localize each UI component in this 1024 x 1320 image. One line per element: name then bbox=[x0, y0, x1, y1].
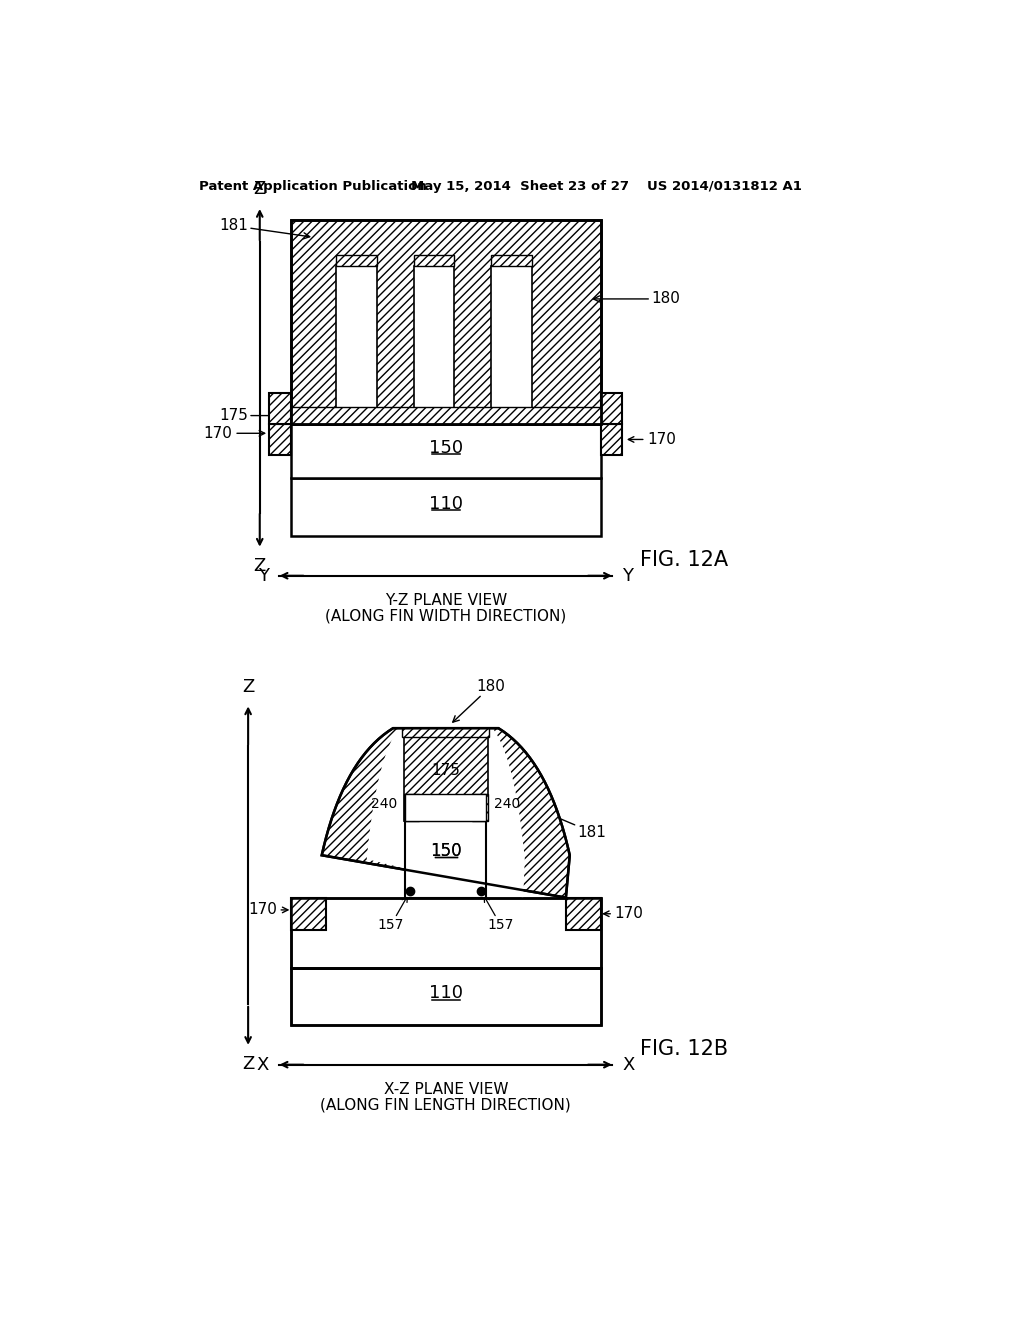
Bar bbox=[291, 478, 601, 536]
Text: Z: Z bbox=[242, 678, 254, 696]
Text: May 15, 2014  Sheet 23 of 27: May 15, 2014 Sheet 23 of 27 bbox=[411, 180, 629, 193]
Text: 157: 157 bbox=[484, 896, 514, 932]
Text: Y: Y bbox=[623, 566, 634, 585]
Text: 181: 181 bbox=[551, 814, 606, 840]
Text: Z: Z bbox=[254, 557, 266, 576]
Text: 170: 170 bbox=[204, 426, 232, 441]
Text: 240: 240 bbox=[494, 797, 520, 810]
Text: (ALONG FIN WIDTH DIRECTION): (ALONG FIN WIDTH DIRECTION) bbox=[326, 609, 566, 623]
Bar bbox=[291, 969, 601, 1024]
Polygon shape bbox=[322, 729, 569, 898]
Bar bbox=[414, 255, 455, 267]
Text: X: X bbox=[623, 1056, 635, 1073]
Bar bbox=[566, 898, 601, 929]
Polygon shape bbox=[367, 730, 524, 898]
Text: 157: 157 bbox=[378, 896, 408, 932]
Text: (ALONG FIN LENGTH DIRECTION): (ALONG FIN LENGTH DIRECTION) bbox=[321, 1097, 571, 1111]
Bar bbox=[403, 793, 420, 821]
Bar bbox=[601, 393, 623, 424]
Text: Z: Z bbox=[242, 1056, 254, 1073]
Text: Y: Y bbox=[258, 566, 269, 585]
Text: 150: 150 bbox=[430, 842, 462, 861]
Text: 170: 170 bbox=[614, 907, 643, 921]
Bar bbox=[337, 267, 377, 424]
Text: Patent Application Publication: Patent Application Publication bbox=[200, 180, 427, 193]
Text: US 2014/0131812 A1: US 2014/0131812 A1 bbox=[647, 180, 802, 193]
Text: FIG. 12B: FIG. 12B bbox=[640, 1039, 728, 1059]
Text: X: X bbox=[257, 1056, 269, 1073]
Text: 170: 170 bbox=[248, 903, 276, 917]
Text: Z: Z bbox=[254, 181, 266, 198]
Text: 181: 181 bbox=[219, 218, 309, 239]
Bar bbox=[337, 255, 377, 267]
Bar bbox=[403, 737, 487, 821]
Bar bbox=[291, 220, 601, 424]
Bar bbox=[269, 393, 291, 424]
Bar bbox=[269, 424, 291, 455]
Text: 170: 170 bbox=[647, 432, 676, 447]
Text: 110: 110 bbox=[429, 495, 463, 512]
Bar bbox=[492, 255, 531, 267]
Text: 150: 150 bbox=[430, 842, 462, 861]
Bar bbox=[291, 969, 601, 1024]
Bar bbox=[291, 898, 326, 929]
Text: 175: 175 bbox=[219, 408, 309, 424]
Text: X-Z PLANE VIEW: X-Z PLANE VIEW bbox=[384, 1081, 508, 1097]
Bar bbox=[402, 729, 489, 738]
Bar bbox=[291, 898, 601, 969]
Bar bbox=[406, 821, 486, 898]
Bar bbox=[472, 793, 487, 821]
Text: FIG. 12A: FIG. 12A bbox=[640, 550, 728, 570]
Bar bbox=[291, 424, 601, 478]
Bar bbox=[291, 407, 601, 424]
Text: Y-Z PLANE VIEW: Y-Z PLANE VIEW bbox=[385, 593, 507, 607]
Text: 150: 150 bbox=[429, 440, 463, 457]
Bar bbox=[291, 898, 601, 969]
Text: 110: 110 bbox=[429, 985, 463, 1002]
Text: 180: 180 bbox=[453, 678, 506, 722]
Text: 175: 175 bbox=[431, 763, 460, 777]
Bar bbox=[492, 267, 531, 424]
Text: 240: 240 bbox=[372, 797, 397, 810]
Bar bbox=[601, 424, 623, 455]
Bar bbox=[414, 267, 455, 424]
Bar bbox=[406, 793, 486, 821]
Bar bbox=[291, 220, 601, 424]
Text: 180: 180 bbox=[594, 292, 680, 306]
